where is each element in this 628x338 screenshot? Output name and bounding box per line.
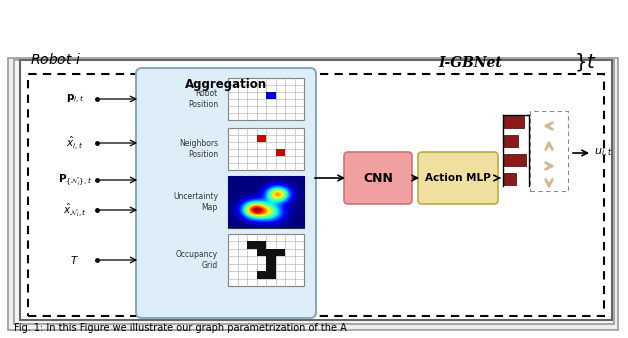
Bar bbox=[266, 271, 276, 279]
Bar bbox=[256, 271, 266, 279]
Bar bbox=[256, 249, 266, 256]
Bar bbox=[256, 241, 266, 249]
Bar bbox=[504, 173, 516, 185]
FancyBboxPatch shape bbox=[8, 58, 618, 330]
Bar bbox=[228, 176, 304, 228]
Text: $\hat{x}_{\mathcal{N}_i,t}$: $\hat{x}_{\mathcal{N}_i,t}$ bbox=[63, 201, 87, 219]
Text: $\}t$: $\}t$ bbox=[575, 51, 597, 73]
Bar bbox=[504, 116, 524, 128]
Text: I-GBNet: I-GBNet bbox=[438, 56, 502, 70]
FancyBboxPatch shape bbox=[344, 152, 412, 204]
Text: $\mathbf{p}_{i,t}$: $\mathbf{p}_{i,t}$ bbox=[66, 93, 84, 105]
Bar bbox=[228, 78, 304, 120]
Text: $\mathit{Robot\ i}$: $\mathit{Robot\ i}$ bbox=[30, 52, 81, 67]
Text: Neighbors
Position: Neighbors Position bbox=[179, 139, 218, 159]
Bar bbox=[266, 264, 276, 271]
Bar bbox=[266, 249, 276, 256]
FancyBboxPatch shape bbox=[20, 60, 612, 320]
FancyBboxPatch shape bbox=[418, 152, 498, 204]
Text: Robot
Position: Robot Position bbox=[188, 89, 218, 109]
Bar bbox=[266, 92, 276, 99]
Text: $\hat{x}_{i,t}$: $\hat{x}_{i,t}$ bbox=[67, 134, 84, 152]
Text: CNN: CNN bbox=[363, 171, 393, 185]
Text: Uncertainty
Map: Uncertainty Map bbox=[173, 192, 218, 212]
Bar bbox=[256, 135, 266, 142]
Text: $u_{i,t}$: $u_{i,t}$ bbox=[594, 146, 612, 160]
Text: $\mathbf{P}_{\{\mathcal{N}_i\},t}$: $\mathbf{P}_{\{\mathcal{N}_i\},t}$ bbox=[58, 172, 92, 188]
Text: Occupancy
Grid: Occupancy Grid bbox=[176, 250, 218, 270]
Bar bbox=[228, 128, 304, 170]
Bar bbox=[530, 111, 568, 191]
Bar bbox=[504, 135, 518, 147]
Bar bbox=[28, 74, 604, 316]
Bar bbox=[247, 241, 256, 249]
Bar bbox=[228, 234, 304, 286]
Bar bbox=[504, 154, 526, 166]
Text: Fig. 1: In this Figure we illustrate our graph parametrization of the A: Fig. 1: In this Figure we illustrate our… bbox=[14, 323, 347, 333]
Bar bbox=[276, 249, 285, 256]
Text: Aggregation: Aggregation bbox=[185, 78, 267, 91]
Text: $T$: $T$ bbox=[70, 254, 80, 266]
Bar bbox=[266, 256, 276, 264]
Bar bbox=[276, 149, 285, 156]
FancyBboxPatch shape bbox=[14, 60, 614, 324]
FancyBboxPatch shape bbox=[136, 68, 316, 318]
Text: Action MLP: Action MLP bbox=[425, 173, 491, 183]
